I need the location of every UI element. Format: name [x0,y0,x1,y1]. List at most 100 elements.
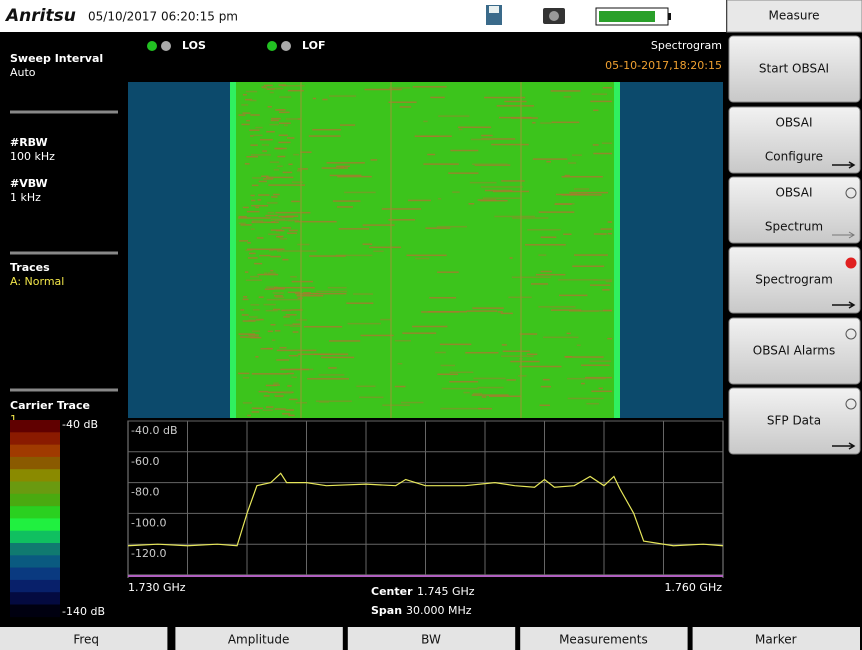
menu-button-label[interactable]: OBSAI [775,116,812,130]
spectrogram-streak [382,404,410,406]
spectrogram-streak [263,87,268,89]
spectrogram-streak [282,258,289,261]
spectrogram-streak [291,200,300,203]
spectrogram-streak [243,295,248,298]
spectrogram-streak [315,400,352,402]
spectrogram-streak [538,211,575,213]
menu-button[interactable] [728,176,861,244]
spectrogram-streak [281,227,292,229]
los-led-off [161,41,171,51]
menu-button[interactable] [728,246,861,314]
spectrogram-column [520,82,522,418]
menu-button-sub[interactable]: Spectrum [765,220,823,234]
spectrogram-streak [259,138,273,141]
colorbar-band [10,604,60,618]
spectrogram-streak [425,227,451,229]
bottom-button[interactable] [520,627,688,650]
menu-title-box [726,0,862,33]
spectrogram-streak [251,204,264,207]
colorbar-band [10,456,60,470]
menu-button[interactable] [728,35,861,103]
spectrogram-streak [414,135,452,137]
spectrogram-streak [265,176,294,179]
menu-radio [845,257,857,269]
colorbar-top-label: -40 dB [62,418,98,431]
spectrogram-streak [247,242,251,244]
spectrogram-streak [257,199,262,201]
bottom-button[interactable] [0,627,168,650]
menu-button[interactable] [728,387,861,455]
spectrogram-streak [500,355,534,357]
spectrogram-streak [563,233,572,236]
spectrogram-streak [277,165,283,167]
bottom-button[interactable] [692,627,860,650]
spectrogram-streak [313,292,347,295]
spectrogram-streak [249,275,260,278]
spectrogram-streak [394,339,411,342]
menu-button[interactable] [728,106,861,174]
spectrogram-streak [518,365,562,368]
menu-button-label[interactable]: SFP Data [767,414,821,428]
spectrogram-streak [271,221,276,223]
menu-button[interactable] [728,317,861,385]
bottom-button-label[interactable]: Amplitude [228,633,290,647]
spectrogram-streak [297,243,310,246]
spectrogram-streak [316,290,348,293]
bottom-button[interactable] [175,627,343,650]
brand: Anritsu [4,6,76,26]
spectrogram-streak [470,138,493,141]
spectrogram-streak [278,134,288,137]
spectrogram-streak [274,219,299,222]
spectrogram-streak [258,390,269,393]
spectrogram-streak [258,194,270,196]
bottom-button-label[interactable]: Freq [73,633,99,647]
spectrogram-streak [500,312,513,315]
spectrogram-streak [242,206,249,209]
spectrogram-streak [283,392,293,394]
menu-button-sub[interactable]: Configure [765,150,823,164]
spectrogram-streak [364,88,402,91]
spectrogram-streak [270,218,286,221]
spectrogram-streak [362,224,395,226]
spectrogram-streak [293,153,300,156]
spectrogram-streak [278,141,291,144]
y-tick-label: -80.0 [131,486,159,499]
setting-value: 1 [10,413,17,426]
spectrogram-streak [438,198,442,200]
menu-button-label[interactable]: Spectrogram [755,273,833,287]
timestamp: 05-10-2017,18:20:15 [605,59,722,72]
bottom-button[interactable] [347,627,516,650]
colorbar-band [10,432,60,445]
bottom-button-label[interactable]: Measurements [559,633,648,647]
spectrogram-streak [501,344,507,346]
bottom-button-label[interactable]: BW [421,633,441,647]
spectrogram-streak [440,364,456,367]
menu-button-label[interactable]: OBSAI Alarms [753,344,835,358]
spectrogram-streak [538,306,576,308]
spectrogram-streak [274,408,286,410]
spectrogram-streak [266,88,275,90]
spectrogram-streak [439,343,472,346]
spectrogram-streak [269,249,274,252]
spectrogram-streak [540,385,552,388]
spectrogram-streak [569,310,599,312]
spectrogram-streak [308,135,341,137]
spectrogram-streak [501,180,525,182]
menu-button-label[interactable]: OBSAI [775,186,812,200]
menu-button-label[interactable]: Start OBSAI [759,62,829,76]
spectrogram-streak [572,265,605,268]
bottom-button-label[interactable]: Marker [755,633,797,647]
spectrogram-streak [326,162,365,164]
spectrogram-streak [245,90,258,93]
spectrogram-streak [275,211,311,214]
spectrogram-streak [267,106,272,108]
spectrogram-streak [327,286,347,289]
spectrogram-streak [510,360,540,363]
spectrogram-streak [498,116,532,119]
spectrogram-streak [287,219,293,222]
spectrogram-streak [512,217,549,219]
menu-arrow [832,301,856,309]
spectrogram-streak [250,135,254,137]
spectrogram-streak [266,298,302,301]
spectrogram-streak [338,228,370,230]
